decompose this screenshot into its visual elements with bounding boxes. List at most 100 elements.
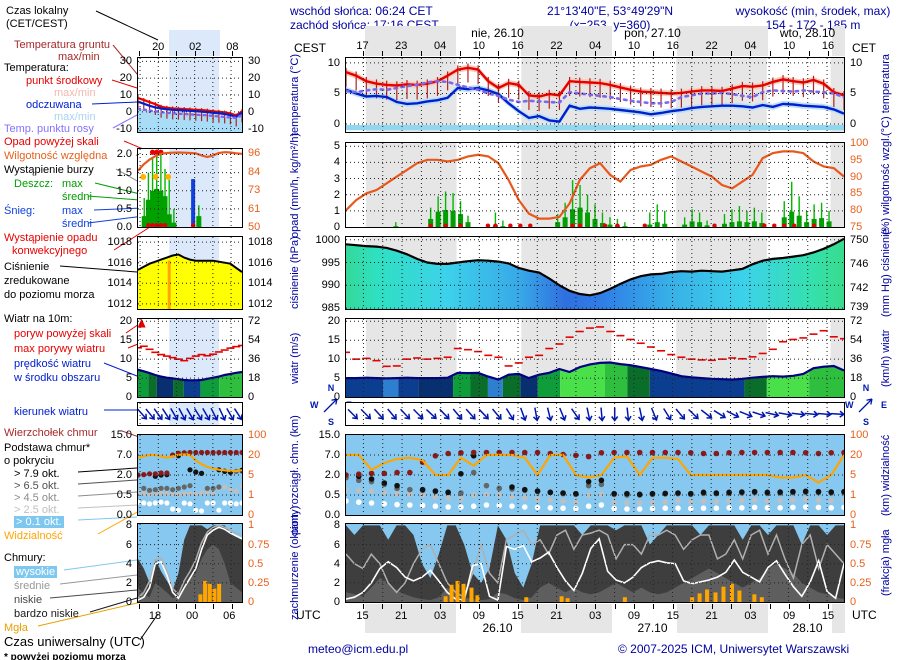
legend-pressure-2: zredukowane [4, 275, 70, 287]
m6-tick-left: 15.0 [110, 429, 132, 441]
compass-n: N [327, 383, 335, 393]
m3-tick-left: 1014 [107, 277, 132, 290]
axis-tick-mark [440, 51, 442, 56]
t4-tick-right: 54 [850, 334, 863, 347]
m4-tick-left: 5 [125, 372, 132, 385]
axis-tick-mark [634, 604, 636, 609]
utc-label-left: UTC [296, 608, 321, 622]
compass-w: W [845, 400, 854, 410]
m2-tick-right: 84 [248, 166, 261, 179]
date-label: 26.10 [482, 621, 513, 635]
m1-tick-right: 20 [248, 72, 261, 85]
cet-label: CET [852, 41, 876, 55]
axis-tick-mark [381, 51, 383, 56]
legend-wind-speed-1: prędkość wiatru [14, 358, 92, 370]
t4-tick-right: 0 [850, 391, 857, 403]
legend-rain-avg: średni [62, 191, 92, 203]
cest-tick-label: 23 [395, 40, 408, 52]
axis-tick-mark [828, 604, 829, 609]
t2-tick-right: 75 [850, 221, 863, 233]
axis-tick-mark [517, 51, 519, 56]
m7-tick-right: 0 [248, 596, 255, 608]
copyright: © 2007-2025 ICM, Uniwersytet Warszawski [618, 642, 850, 656]
t6-tick-right: 0 [850, 509, 857, 521]
t2-tick-right: 80 [850, 204, 863, 217]
wind-direction-panel [345, 402, 845, 426]
legend-okta-01: > 0.1 okt. [14, 516, 64, 528]
axis-tick-mark [789, 604, 791, 609]
m4-tick-right: 54 [248, 334, 261, 347]
legend-convective-1: Wystąpienie opadu [4, 232, 98, 244]
mini-time-axis-bottom: 18 00 06 [137, 604, 243, 630]
legend-rain: Deszcz: [14, 178, 54, 190]
axis-tick-mark [595, 51, 597, 56]
t1-tick-right: 5 [850, 87, 857, 100]
cest-tick-label: 04 [589, 40, 602, 52]
footnote: * powyżej poziomu morza [4, 652, 126, 660]
t1-tick-left: 0 [333, 118, 340, 131]
m7-tick-left: 6 [125, 538, 132, 551]
m6-tick-right: 20 [248, 449, 261, 461]
m7-tick-right: 1 [248, 519, 255, 532]
night-shading [676, 604, 768, 633]
t4-tick-right: 18 [850, 372, 863, 385]
t7-tick-right: 0 [850, 596, 857, 608]
utc-tick-label: 03 [433, 610, 447, 622]
axis-tick-mark [575, 604, 577, 609]
t1-tick-left: 5 [333, 87, 340, 100]
legend-cloud-base-1: Podstawa chmur* [4, 442, 91, 454]
date-label: 28.10 [792, 621, 823, 635]
m2-tick-right: 61 [248, 203, 261, 216]
axis-tick-mark [381, 604, 383, 609]
legend-humidity: Wilgotność względna [4, 150, 108, 162]
legend-gust-offscale: poryw powyżej skali [14, 328, 112, 340]
axis-tick-mark [459, 604, 461, 609]
axis-tick-mark [692, 604, 694, 609]
t3-tick-right: 746 [850, 258, 869, 271]
axis-tick-mark [231, 51, 233, 56]
utc-tick-label: 15 [821, 610, 835, 622]
legend-okta-45: > 4.5 okt. [14, 492, 60, 504]
axis-tick-mark [362, 604, 364, 609]
contact-email-link[interactable]: meteo@icm.edu.pl [308, 642, 409, 656]
m7-tick-right: 0.75 [248, 538, 270, 551]
axis-tick-mark [750, 604, 752, 609]
mini-pressure-panel [137, 236, 243, 310]
t7-tick-left: 0 [333, 596, 340, 608]
m3-tick-left: 1012 [107, 297, 132, 310]
mini-utc-tick-label: 00 [185, 610, 199, 622]
legend-snow-avg: średni [62, 218, 92, 230]
compass-e: E [880, 400, 887, 410]
cest-tick-label: 16 [666, 40, 679, 52]
time-axis-bottom: 15 21 03 09 15 21 03 09 15 21 03 09 15 26.10 27.10 28.1… [345, 604, 845, 635]
cest-tick-label: 04 [433, 40, 447, 52]
wind-panel [345, 318, 845, 398]
legend-local-time: Czas lokalny [6, 5, 69, 17]
utc-tick-label: 15 [511, 610, 524, 622]
t4-tick-left: 15 [327, 334, 340, 347]
t6-tick-right: 5 [850, 469, 857, 481]
m3-tick-left: 1016 [107, 256, 132, 269]
legend-feels-like: odczuwana [26, 99, 82, 111]
t6-tick-right: 100 [850, 429, 869, 441]
axis-tick-mark [556, 51, 558, 56]
t6-tick-right: 20 [850, 449, 863, 461]
t3-tick-left: 990 [321, 279, 340, 292]
axis-tick-mark [498, 604, 500, 609]
m4-tick-left: 20 [119, 315, 132, 328]
cloudiness-panel [345, 523, 845, 603]
legend-clouds-verylow: bardzo niskie [14, 608, 79, 620]
t7-tick-right: 1 [850, 519, 857, 532]
legend-wind10m: Wiatr na 10m: [4, 313, 73, 325]
cest-tick-label: 04 [744, 40, 757, 52]
t7-tick-right: 0.25 [850, 576, 872, 589]
utc-tick-label: 15 [666, 610, 679, 622]
utc-tick-label: 21 [395, 610, 408, 622]
legend-okta-65: > 6.5 okt. [14, 480, 60, 492]
mini-cloudiness-panel [137, 523, 243, 603]
legend-local-time-2: (CET/CEST) [6, 18, 68, 30]
t7-tick-right: 0.5 [850, 557, 866, 570]
t2-tick-left: 0 [333, 221, 340, 233]
t1-tick-left: 10 [327, 56, 340, 69]
